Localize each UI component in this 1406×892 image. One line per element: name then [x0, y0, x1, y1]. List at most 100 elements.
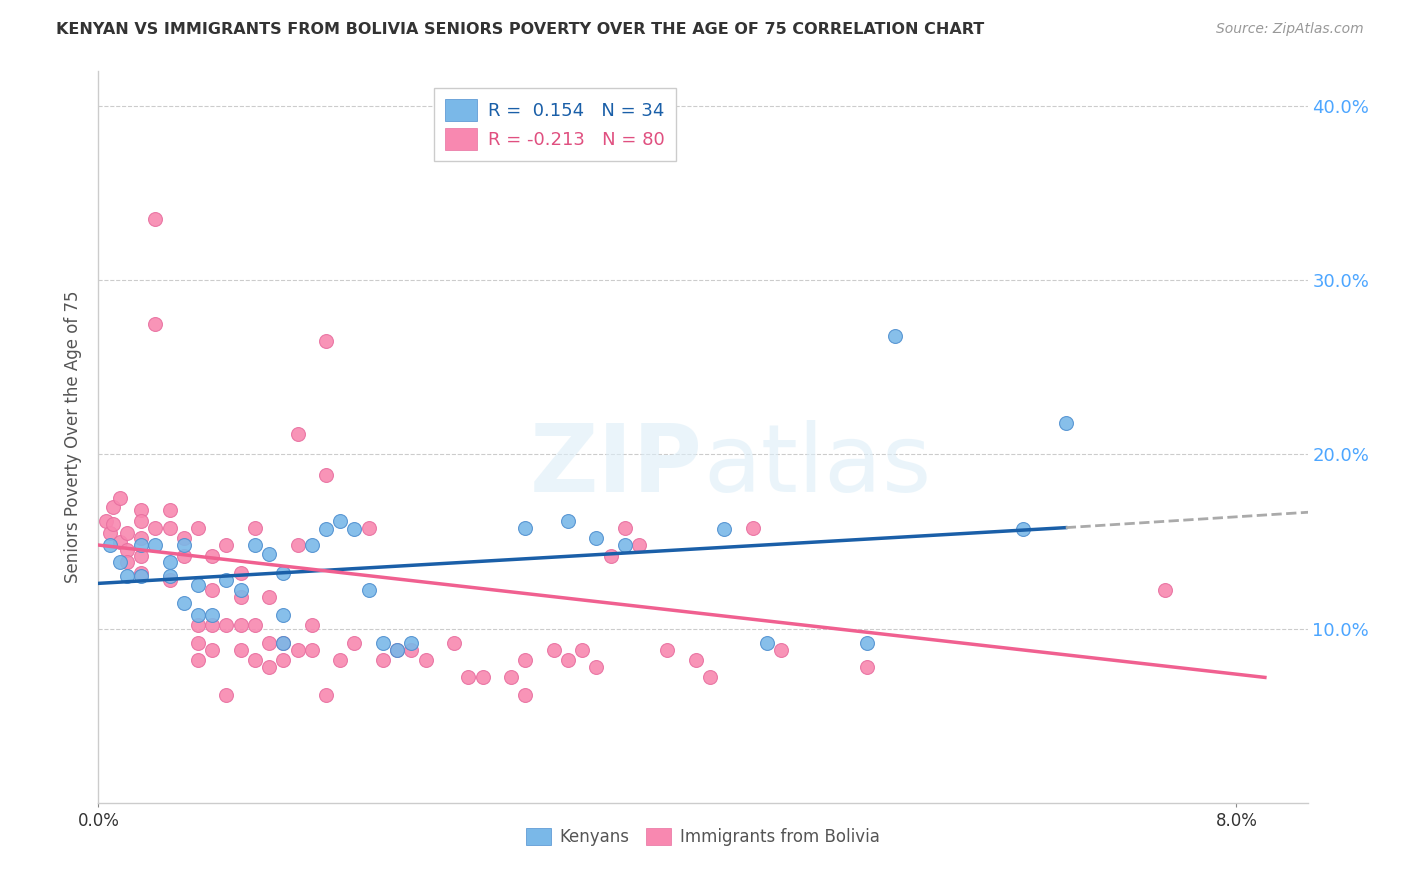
- Point: [329, 653, 352, 667]
- Point: [273, 635, 295, 649]
- Point: [159, 556, 181, 570]
- Point: [599, 549, 621, 563]
- Point: [343, 635, 366, 649]
- Point: [201, 549, 224, 563]
- Point: [301, 642, 323, 657]
- Text: ZIP: ZIP: [530, 420, 703, 512]
- Point: [585, 660, 607, 674]
- Point: [515, 688, 537, 702]
- Text: atlas: atlas: [703, 420, 931, 512]
- Point: [499, 670, 522, 684]
- Text: Source: ZipAtlas.com: Source: ZipAtlas.com: [1216, 22, 1364, 37]
- Point: [201, 642, 224, 657]
- Point: [229, 618, 252, 632]
- Point: [770, 642, 793, 657]
- Point: [94, 514, 117, 528]
- Point: [627, 538, 650, 552]
- Point: [371, 635, 394, 649]
- Point: [108, 534, 131, 549]
- Point: [543, 642, 565, 657]
- Point: [557, 653, 579, 667]
- Point: [243, 653, 266, 667]
- Point: [98, 538, 121, 552]
- Point: [108, 556, 131, 570]
- Point: [713, 522, 735, 536]
- Point: [315, 468, 337, 483]
- Point: [385, 642, 408, 657]
- Point: [385, 642, 408, 657]
- Point: [129, 566, 152, 580]
- Point: [884, 329, 907, 343]
- Point: [143, 317, 166, 331]
- Point: [855, 660, 877, 674]
- Point: [273, 653, 295, 667]
- Point: [143, 538, 166, 552]
- Point: [201, 607, 224, 622]
- Point: [215, 688, 238, 702]
- Point: [243, 538, 266, 552]
- Point: [115, 543, 138, 558]
- Point: [108, 491, 131, 505]
- Point: [257, 547, 280, 561]
- Point: [215, 573, 238, 587]
- Point: [159, 573, 181, 587]
- Point: [315, 522, 337, 536]
- Point: [159, 503, 181, 517]
- Point: [343, 522, 366, 536]
- Point: [243, 521, 266, 535]
- Point: [187, 578, 209, 592]
- Point: [215, 538, 238, 552]
- Point: [129, 514, 152, 528]
- Point: [101, 517, 124, 532]
- Point: [115, 556, 138, 570]
- Point: [129, 503, 152, 517]
- Point: [401, 642, 423, 657]
- Point: [201, 583, 224, 598]
- Point: [1054, 416, 1077, 430]
- Point: [129, 549, 152, 563]
- Point: [1012, 522, 1035, 536]
- Point: [613, 538, 636, 552]
- Point: [329, 514, 352, 528]
- Point: [257, 660, 280, 674]
- Point: [143, 212, 166, 227]
- Point: [229, 591, 252, 605]
- Point: [357, 521, 380, 535]
- Point: [515, 521, 537, 535]
- Point: [657, 642, 679, 657]
- Point: [357, 583, 380, 598]
- Point: [685, 653, 707, 667]
- Text: KENYAN VS IMMIGRANTS FROM BOLIVIA SENIORS POVERTY OVER THE AGE OF 75 CORRELATION: KENYAN VS IMMIGRANTS FROM BOLIVIA SENIOR…: [56, 22, 984, 37]
- Point: [159, 569, 181, 583]
- Point: [371, 653, 394, 667]
- Point: [159, 521, 181, 535]
- Point: [855, 635, 877, 649]
- Point: [457, 670, 479, 684]
- Point: [273, 607, 295, 622]
- Point: [613, 521, 636, 535]
- Point: [101, 500, 124, 514]
- Legend: R =  0.154   N = 34, R = -0.213   N = 80: R = 0.154 N = 34, R = -0.213 N = 80: [434, 87, 676, 161]
- Point: [557, 514, 579, 528]
- Point: [229, 642, 252, 657]
- Point: [415, 653, 437, 667]
- Point: [229, 583, 252, 598]
- Point: [173, 595, 195, 609]
- Point: [287, 642, 309, 657]
- Point: [187, 607, 209, 622]
- Point: [257, 635, 280, 649]
- Point: [287, 426, 309, 441]
- Point: [187, 635, 209, 649]
- Point: [756, 635, 779, 649]
- Point: [273, 635, 295, 649]
- Point: [187, 653, 209, 667]
- Point: [115, 525, 138, 540]
- Point: [129, 569, 152, 583]
- Point: [243, 618, 266, 632]
- Point: [1154, 583, 1177, 598]
- Point: [301, 618, 323, 632]
- Point: [443, 635, 465, 649]
- Point: [401, 635, 423, 649]
- Point: [115, 569, 138, 583]
- Point: [287, 538, 309, 552]
